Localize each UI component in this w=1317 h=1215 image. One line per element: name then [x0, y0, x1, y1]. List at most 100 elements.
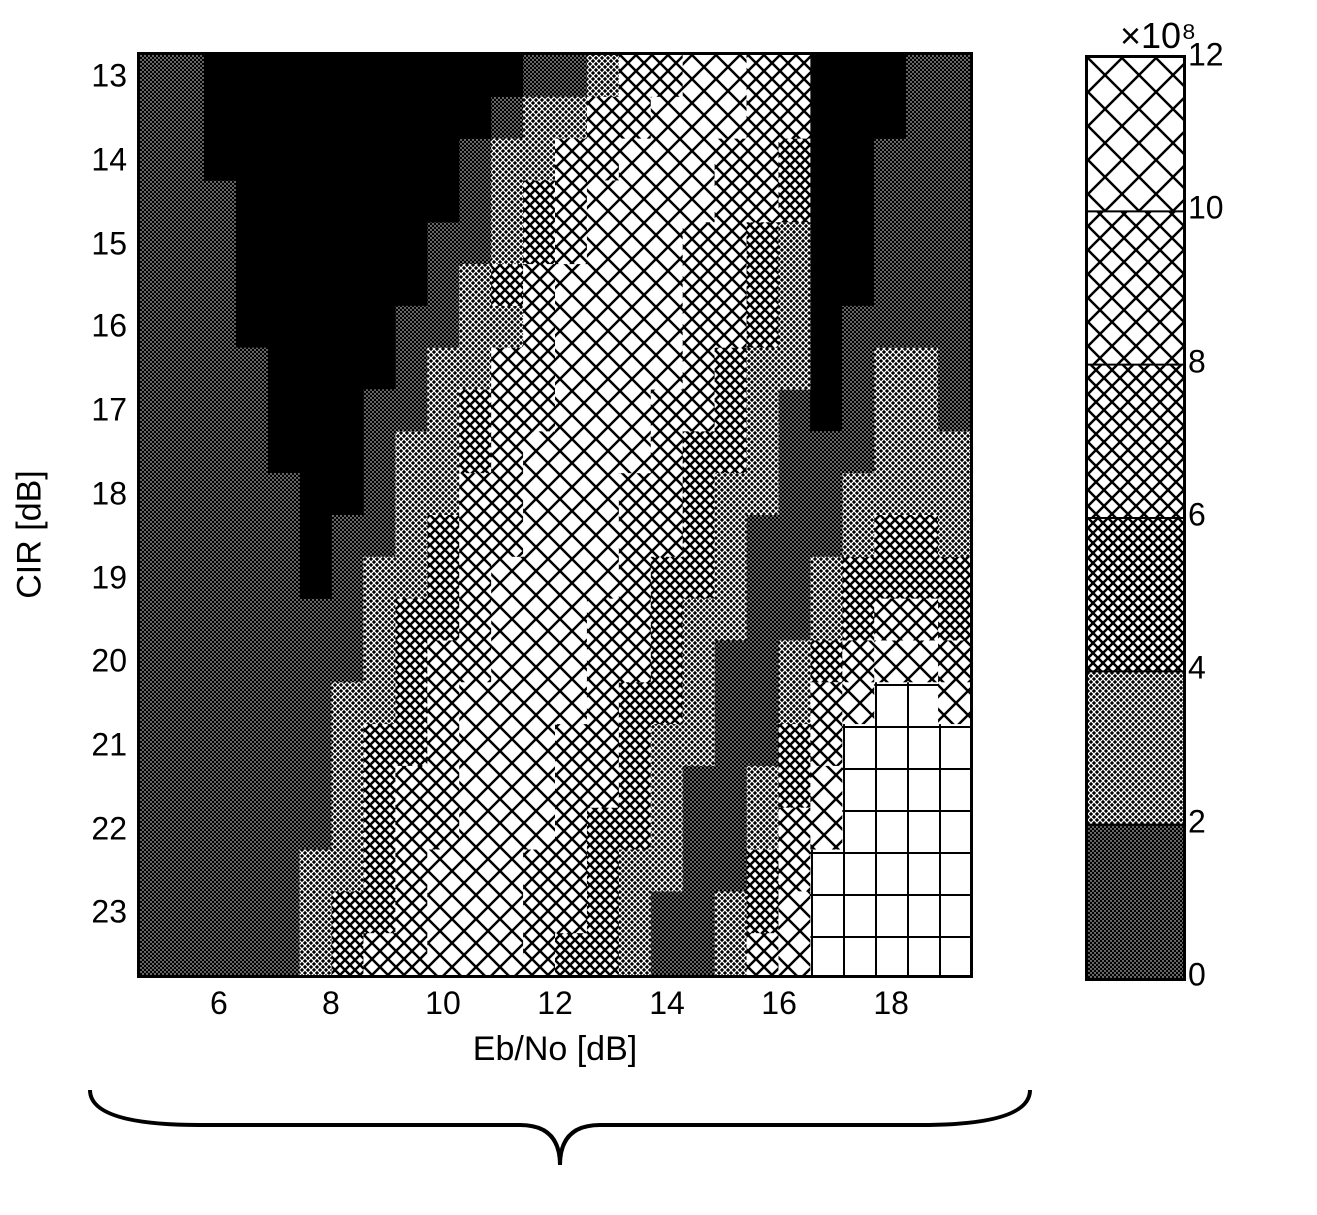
heatmap-cell [587, 306, 619, 348]
heatmap-cell [778, 390, 810, 432]
heatmap-cell [204, 222, 236, 264]
heatmap-cell [683, 933, 715, 975]
heatmap-cell [587, 348, 619, 390]
heatmap-cell [938, 390, 970, 432]
heatmap-cell [587, 390, 619, 432]
heatmap-cell [172, 808, 204, 850]
heatmap-cell [268, 473, 300, 515]
heatmap-cell [363, 306, 395, 348]
heatmap-cell [810, 766, 842, 808]
y-tick-label: 14 [91, 141, 127, 178]
heatmap-cell [236, 473, 268, 515]
heatmap-cell [810, 264, 842, 306]
heatmap-cell [332, 724, 364, 766]
heatmap-cell [332, 55, 364, 97]
heatmap-cell [523, 891, 555, 933]
heatmap-cell [268, 55, 300, 97]
heatmap-cell [395, 431, 427, 473]
heatmap-cell [715, 222, 747, 264]
heatmap-cell [619, 682, 651, 724]
heatmap-cell [395, 473, 427, 515]
heatmap-cell [683, 348, 715, 390]
heatmap-cell [363, 515, 395, 557]
heatmap-cell [906, 724, 938, 766]
heatmap-cell [236, 724, 268, 766]
heatmap-cell [938, 431, 970, 473]
colorbar-tick-label: 2 [1188, 803, 1206, 840]
heatmap-cell [810, 431, 842, 473]
heatmap-cell [268, 891, 300, 933]
heatmap-cell [874, 55, 906, 97]
heatmap-cell [204, 306, 236, 348]
heatmap-cell [938, 682, 970, 724]
heatmap-cell [747, 348, 779, 390]
heatmap-cell [683, 390, 715, 432]
heatmap-cell [236, 557, 268, 599]
x-axis: 681012141618 [140, 980, 970, 1030]
heatmap-cell [300, 599, 332, 641]
curly-brace [80, 1085, 1040, 1180]
heatmap-cell [427, 390, 459, 432]
heatmap-cell [938, 724, 970, 766]
heatmap-cell [491, 97, 523, 139]
heatmap-cell [427, 139, 459, 181]
heatmap-cell [172, 933, 204, 975]
heatmap-cell [491, 724, 523, 766]
heatmap-cell [715, 390, 747, 432]
colorbar-segment [1088, 58, 1183, 211]
heatmap-cell [204, 264, 236, 306]
heatmap-cell [140, 306, 172, 348]
heatmap-cell [459, 808, 491, 850]
heatmap-cell [683, 180, 715, 222]
heatmap-cell [172, 850, 204, 892]
heatmap-cell [555, 557, 587, 599]
heatmap-cell [555, 264, 587, 306]
heatmap-cell [363, 891, 395, 933]
heatmap-cell [683, 599, 715, 641]
heatmap-cell [810, 850, 842, 892]
heatmap-cell [363, 766, 395, 808]
heatmap-cell [491, 891, 523, 933]
heatmap-cell [874, 348, 906, 390]
heatmap-cell [683, 891, 715, 933]
heatmap-cell [172, 766, 204, 808]
heatmap-cell [491, 808, 523, 850]
chart-container: 1314151617181920212223 CIR [dB] 68101214… [20, 20, 1317, 1195]
heatmap-cell [140, 682, 172, 724]
heatmap-cell [268, 682, 300, 724]
heatmap-cell [204, 180, 236, 222]
heatmap-cell [204, 850, 236, 892]
heatmap-cell [747, 599, 779, 641]
heatmap-cell [555, 222, 587, 264]
heatmap-cell [651, 348, 683, 390]
heatmap-cell [204, 808, 236, 850]
heatmap-cell [140, 808, 172, 850]
heatmap-cell [747, 933, 779, 975]
heatmap-cell [555, 473, 587, 515]
heatmap-cell [140, 348, 172, 390]
colorbar-segment [1088, 365, 1183, 518]
heatmap-cell [363, 55, 395, 97]
heatmap-cell [906, 222, 938, 264]
heatmap-cell [300, 306, 332, 348]
heatmap-cell [747, 390, 779, 432]
heatmap-cell [778, 933, 810, 975]
heatmap-cell [874, 850, 906, 892]
heatmap-cell [523, 180, 555, 222]
heatmap-cell [427, 808, 459, 850]
heatmap-cell [491, 264, 523, 306]
heatmap-cell [715, 640, 747, 682]
heatmap-cell [778, 724, 810, 766]
heatmap-cell [874, 599, 906, 641]
heatmap-cell [523, 766, 555, 808]
heatmap-cell [778, 808, 810, 850]
heatmap-cell [778, 348, 810, 390]
heatmap-cell [236, 264, 268, 306]
x-tick-label: 8 [322, 985, 340, 1022]
heatmap-cell [459, 515, 491, 557]
heatmap-cell [395, 139, 427, 181]
heatmap-cell [938, 557, 970, 599]
heatmap-cell [587, 180, 619, 222]
heatmap-cell [459, 599, 491, 641]
heatmap-cell [523, 473, 555, 515]
